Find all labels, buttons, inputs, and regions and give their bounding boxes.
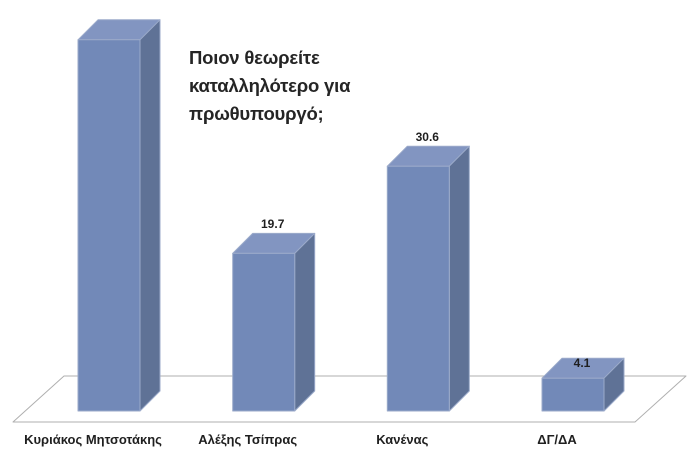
category-label: ΔΓ/ΔΑ bbox=[537, 432, 577, 447]
bar-front-face bbox=[232, 252, 296, 412]
bar-value-label: 30.6 bbox=[415, 130, 439, 145]
bar-value-label: 4.1 bbox=[573, 356, 591, 371]
bar-front-face bbox=[386, 165, 450, 412]
bar-column-3 bbox=[386, 145, 470, 412]
bar-column-2 bbox=[232, 232, 316, 412]
bar-side-face bbox=[448, 145, 470, 412]
chart-title-line-1: Ποιον θεωρείτε bbox=[189, 47, 320, 68]
chart-floor bbox=[12, 375, 687, 423]
bar-value-label: 19.7 bbox=[261, 217, 285, 232]
category-label: Αλέξης Τσίπρας bbox=[198, 432, 298, 447]
bar-front-face bbox=[541, 377, 605, 412]
chart-title-line-3: πρωθυπουργό; bbox=[189, 103, 324, 124]
bar-column-4 bbox=[541, 357, 625, 412]
category-label: Κυριάκος Μητσοτάκης bbox=[24, 432, 162, 447]
bar-column-1 bbox=[77, 19, 161, 412]
chart-title-line-2: καταλληλότερο για bbox=[189, 75, 351, 96]
bar-side-face bbox=[139, 19, 161, 412]
bar-front-face bbox=[77, 39, 141, 412]
bar-side-face bbox=[294, 232, 316, 412]
category-label: Κανένας bbox=[376, 432, 429, 447]
chart-title: Ποιον θεωρείτε καταλληλότερο για πρωθυπο… bbox=[189, 44, 350, 128]
